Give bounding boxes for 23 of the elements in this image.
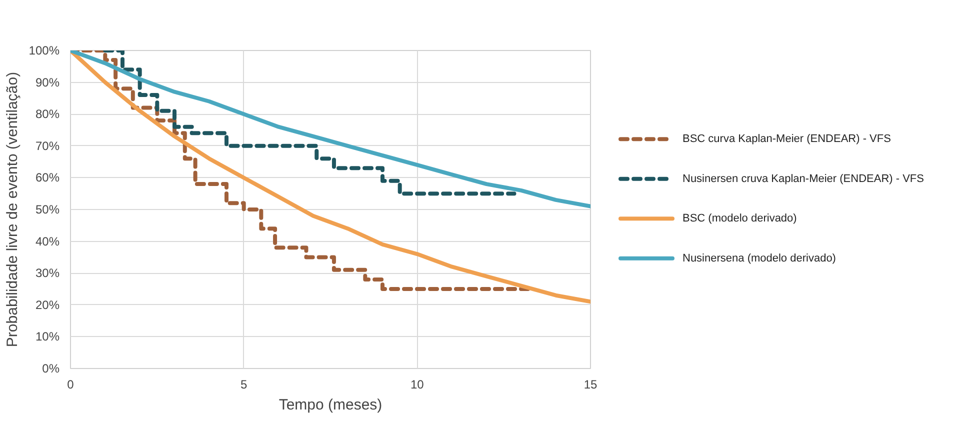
y-tick-label: 10% — [35, 330, 60, 344]
y-tick-label: 80% — [35, 107, 60, 122]
legend-label: BSC (modelo derivado) — [682, 212, 797, 225]
x-axis-title: Tempo (meses) — [278, 396, 382, 414]
legend-label: BSC curva Kaplan-Meier (ENDEAR) - VFS — [682, 133, 891, 146]
x-tick-label: 0 — [67, 378, 74, 392]
y-axis-title: Probabilidade livre de evento (ventilação) — [4, 72, 21, 348]
line-series — [70, 50, 590, 304]
x-tick-label: 15 — [584, 378, 598, 392]
y-tick-label: 0% — [42, 362, 60, 376]
y-tick-label: 50% — [35, 202, 60, 216]
legend-label: Nusinersena (modelo derivado) — [682, 252, 836, 264]
line-series — [70, 50, 590, 208]
x-tick-label: 5 — [240, 378, 248, 392]
y-tick-label: 20% — [35, 298, 60, 312]
legend-label: Nusinersen cruva Kaplan-Meier (ENDEAR) - VFS — [682, 172, 924, 185]
y-tick-label: 70% — [35, 138, 60, 153]
y-tick-label: 40% — [35, 234, 60, 248]
y-tick-label: 60% — [35, 170, 60, 185]
x-tick-label: 10 — [410, 378, 424, 392]
y-tick-label: 30% — [35, 266, 60, 280]
y-tick-label: 90% — [35, 75, 60, 90]
y-tick-label: 100% — [28, 44, 60, 58]
